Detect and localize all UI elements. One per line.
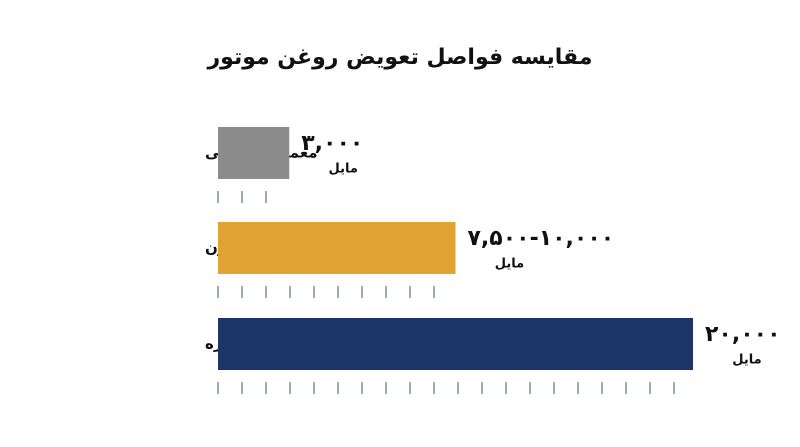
unit-label: مایل [329, 162, 358, 177]
value-label: ۳,۰۰۰ [301, 131, 363, 156]
unit-label: مایل [732, 353, 761, 368]
value-label: ۷,۵۰۰-۱۰,۰۰۰ [468, 226, 615, 251]
bar [218, 127, 290, 179]
unit-label: مایل [495, 257, 524, 272]
bar [218, 222, 456, 274]
bar [218, 318, 693, 370]
value-label: ۲۰,۰۰۰ [705, 322, 781, 347]
chart-title: مقایسه فواصل تعویض روغن موتور [206, 45, 592, 70]
